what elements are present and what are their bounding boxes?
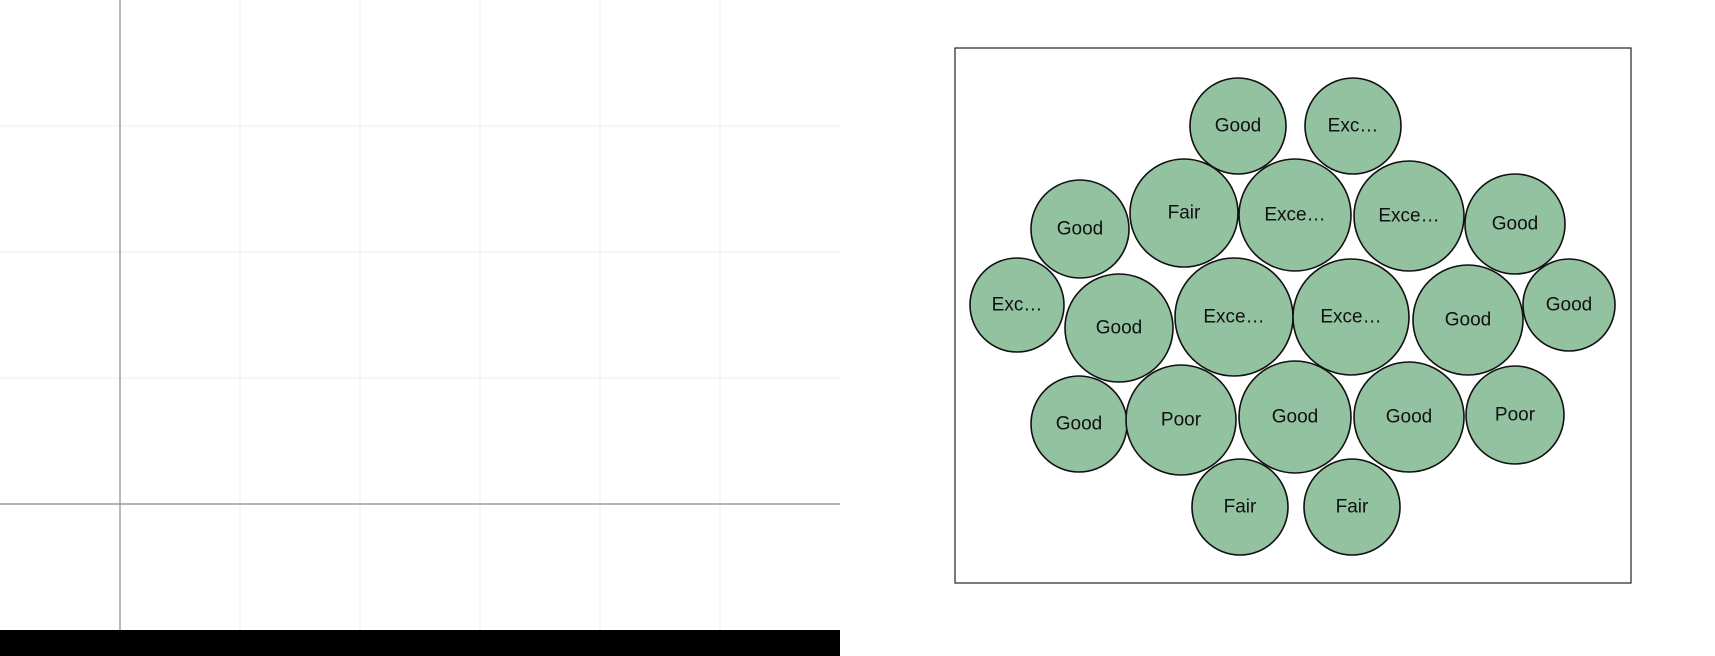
grid-lines xyxy=(0,0,840,630)
bubble-label: Good xyxy=(1445,310,1491,331)
bubble-label: Good xyxy=(1272,407,1318,428)
bubble: Good xyxy=(1238,360,1352,474)
bubble-circle xyxy=(1125,364,1237,476)
bubble: Good xyxy=(1412,264,1524,376)
bubble-label: Poor xyxy=(1161,410,1202,431)
bubble-circle xyxy=(1292,258,1410,376)
grid-svg xyxy=(0,0,840,630)
bubble-circle xyxy=(969,257,1065,353)
empty-grid-panel xyxy=(0,0,840,630)
bubble-label: Fair xyxy=(1168,203,1201,224)
bubble-circle xyxy=(1238,158,1352,272)
bubble-label: Poor xyxy=(1495,405,1536,426)
bubble-circle xyxy=(1412,264,1524,376)
bubble: Exc… xyxy=(1304,77,1402,175)
bubble: Exce… xyxy=(1292,258,1410,376)
bubble-circle xyxy=(1191,458,1289,556)
bubble-circle xyxy=(1304,77,1402,175)
bubble-circle xyxy=(1189,77,1287,175)
bubble-label: Exc… xyxy=(1328,116,1379,137)
bubble: Exce… xyxy=(1238,158,1352,272)
bubble: Fair xyxy=(1191,458,1289,556)
bubble: Good xyxy=(1064,273,1174,383)
bubble-label: Exc… xyxy=(992,295,1043,316)
bubble-layer: Good Exc… Good Fair Exce… Exce… Good Exc… Good Ex… xyxy=(969,77,1616,556)
bubble: Good xyxy=(1464,173,1566,275)
bubble-circle xyxy=(1129,158,1239,268)
bubble: Fair xyxy=(1129,158,1239,268)
bubble-circle xyxy=(1064,273,1174,383)
bubble-label: Exce… xyxy=(1378,206,1439,227)
bubble: Good xyxy=(1030,179,1130,279)
bubble-label: Good xyxy=(1546,295,1592,316)
bubble-label: Exce… xyxy=(1203,307,1264,328)
bubble-label: Good xyxy=(1492,214,1538,235)
bubble-label: Exce… xyxy=(1264,205,1325,226)
bubble-circle xyxy=(1353,160,1465,272)
bubble-circle xyxy=(1238,360,1352,474)
bubble-circle xyxy=(1465,365,1565,465)
bubble: Exce… xyxy=(1353,160,1465,272)
bubble: Poor xyxy=(1125,364,1237,476)
bubble: Exce… xyxy=(1174,257,1294,377)
bubble: Fair xyxy=(1303,458,1401,556)
bubble-chart-frame xyxy=(954,47,1632,584)
bubble: Poor xyxy=(1465,365,1565,465)
bubble-circle xyxy=(1030,179,1130,279)
bubble-label: Fair xyxy=(1336,497,1369,518)
bubble: Good xyxy=(1353,361,1465,473)
bubble-label: Exce… xyxy=(1320,307,1381,328)
bubble-label: Good xyxy=(1215,116,1261,137)
bubble-circle xyxy=(1353,361,1465,473)
bubble: Good xyxy=(1030,375,1128,473)
bubble: Good xyxy=(1522,258,1616,352)
bubble: Good xyxy=(1189,77,1287,175)
bubble-label: Fair xyxy=(1224,497,1257,518)
bubble-label: Good xyxy=(1056,414,1102,435)
bubble-circle xyxy=(1464,173,1566,275)
bubble-circle xyxy=(1522,258,1616,352)
bubble-label: Good xyxy=(1386,407,1432,428)
bubble-label: Good xyxy=(1096,318,1142,339)
bubble-circle xyxy=(1303,458,1401,556)
bubble: Exc… xyxy=(969,257,1065,353)
bottom-bar xyxy=(0,630,840,656)
bubble-label: Good xyxy=(1057,219,1103,240)
